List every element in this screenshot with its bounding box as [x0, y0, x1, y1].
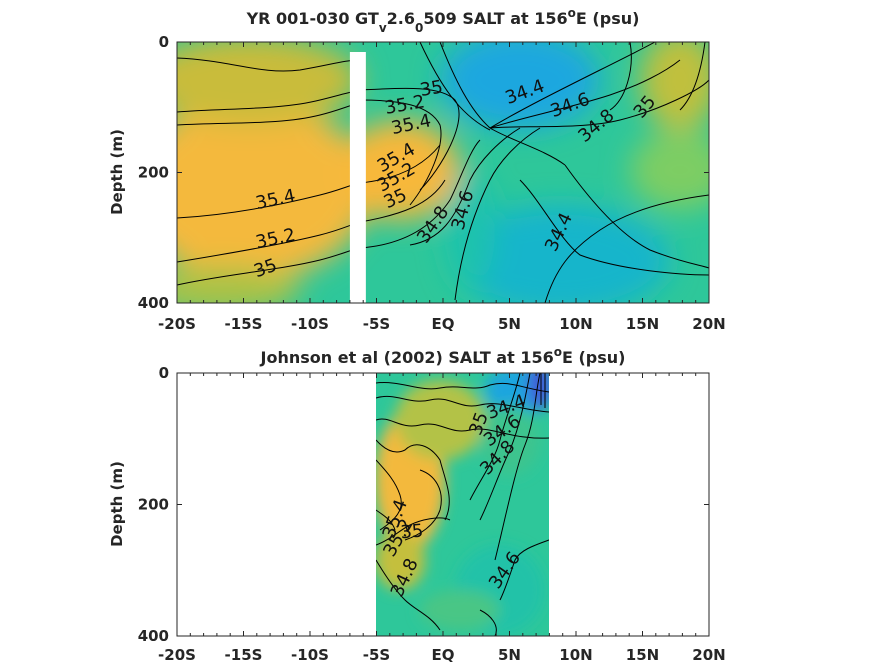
- x-tick-label: -20S: [158, 315, 196, 333]
- x-tick-label: 10N: [559, 315, 592, 333]
- y-tick-label: 400: [138, 627, 169, 645]
- masked-data-gap: [349, 52, 366, 303]
- y-axis-label-model: Depth (m): [108, 129, 126, 215]
- y-tick-label: 400: [138, 294, 169, 312]
- contour-label: 35: [418, 76, 444, 101]
- x-tick-label: EQ: [432, 646, 455, 663]
- y-tick-label: 200: [138, 496, 169, 514]
- x-tick-label: 10N: [559, 646, 592, 663]
- x-tick-label: -5S: [363, 646, 390, 663]
- y-tick-label: 0: [159, 33, 169, 51]
- x-tick-label: 20N: [692, 646, 725, 663]
- x-tick-label: -15S: [225, 646, 263, 663]
- chart-panel-observed: Johnson et al (2002) SALT at 156oE (psu): [108, 345, 726, 663]
- x-tick-label: -10S: [291, 646, 329, 663]
- x-tick-label: -10S: [291, 315, 329, 333]
- contour-lines-observed: [376, 373, 549, 636]
- chart-title-model: YR 001-030 GTv2.60509 SALT at 156oE (psu…: [246, 6, 640, 35]
- x-tick-label: -15S: [225, 315, 263, 333]
- contour-lines-model: [177, 42, 709, 303]
- x-tick-label: 5N: [498, 315, 521, 333]
- x-tick-label: 20N: [692, 315, 725, 333]
- contour-label: 35: [400, 520, 425, 543]
- x-tick-label: EQ: [432, 315, 455, 333]
- x-tick-label: 15N: [626, 646, 659, 663]
- x-tick-label: 5N: [498, 646, 521, 663]
- y-tick-label: 200: [138, 164, 169, 182]
- x-tick-label: -20S: [158, 646, 196, 663]
- chart-title-observed: Johnson et al (2002) SALT at 156oE (psu): [260, 345, 626, 367]
- y-axis-label-observed: Depth (m): [108, 461, 126, 547]
- axis-ticks-observed: -20S -15S -10S -5S EQ 5N 10N 15N 20N 0 200 400: [138, 364, 726, 663]
- y-tick-label: 0: [159, 364, 169, 382]
- x-tick-label: -5S: [363, 315, 390, 333]
- x-tick-label: 15N: [626, 315, 659, 333]
- axis-ticks-model: -20S -15S -10S -5S EQ 5N 10N 15N 20N 0 200 400: [138, 33, 726, 333]
- salinity-field-observed: [376, 373, 549, 636]
- chart-panel-model: YR 001-030 GTv2.60509 SALT at 156oE (psu…: [108, 6, 726, 333]
